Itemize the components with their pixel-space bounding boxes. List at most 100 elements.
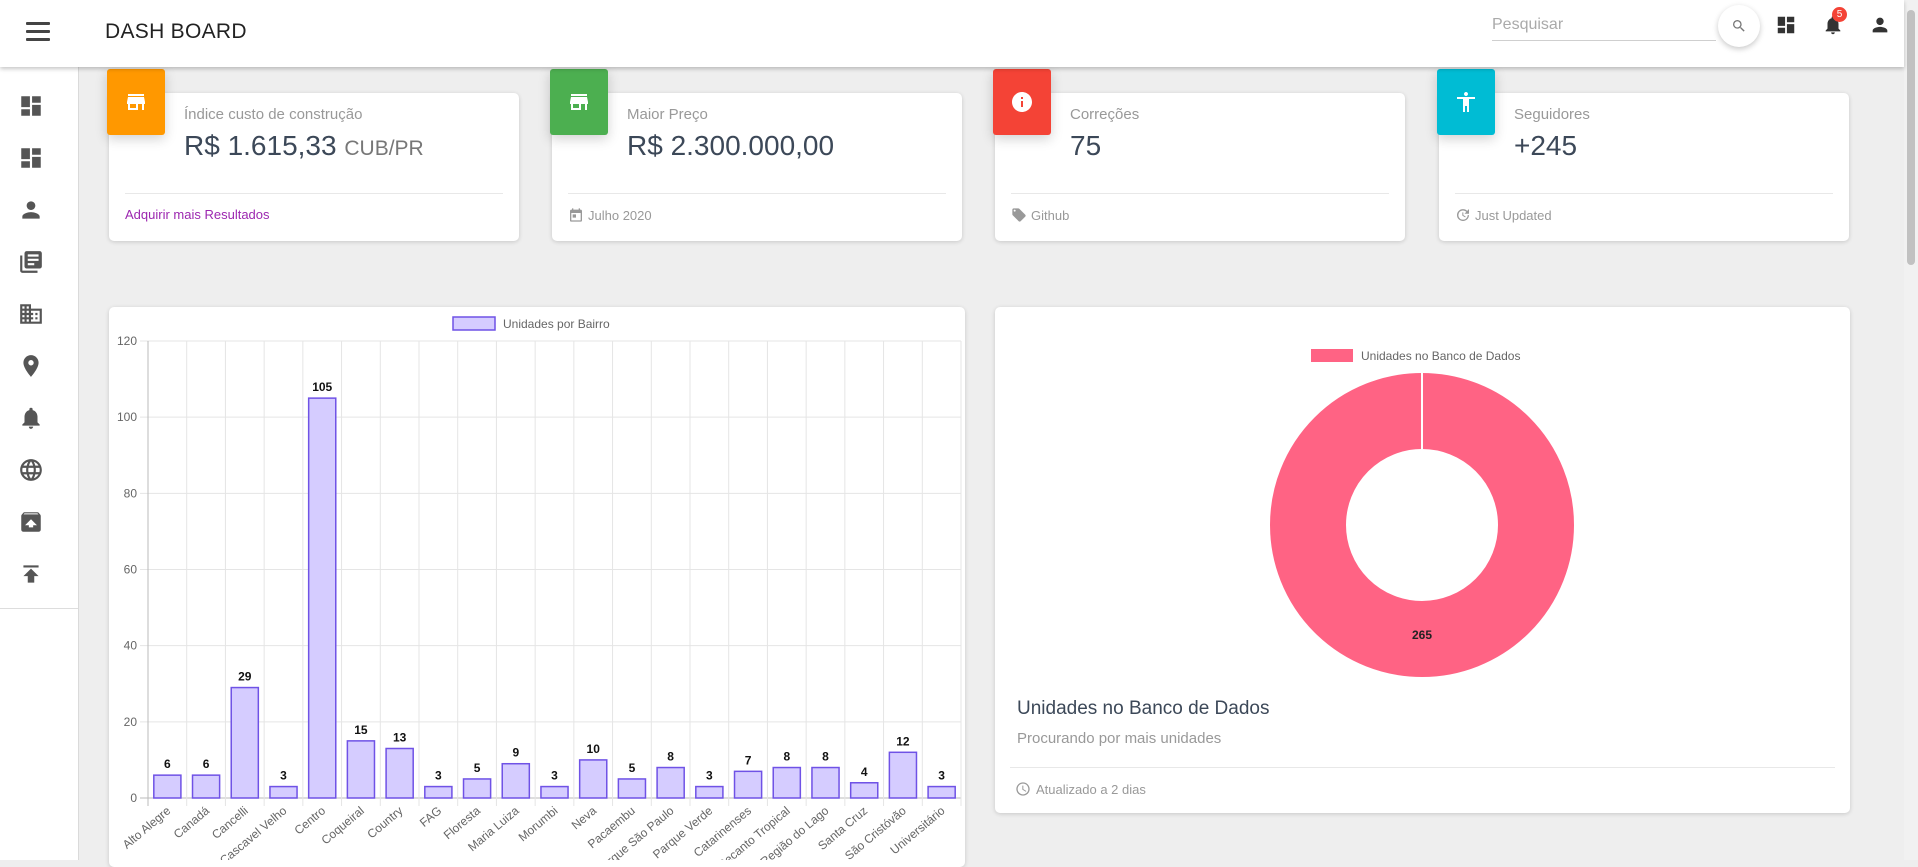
data-label: 12 bbox=[896, 734, 910, 748]
bar[interactable] bbox=[927, 785, 956, 799]
donut-chart: Unidades no Banco de Dados 265 bbox=[1270, 349, 1574, 677]
bar[interactable] bbox=[424, 785, 453, 799]
data-label: 8 bbox=[822, 750, 829, 764]
donut-card-title: Unidades no Banco de Dados bbox=[1017, 698, 1270, 719]
stat-card-followers: Seguidores +245 Just Updated bbox=[1437, 69, 1849, 241]
stat-footer: Julho 2020 bbox=[568, 207, 652, 223]
sidebar-item-language[interactable] bbox=[18, 457, 44, 483]
sidebar-item-library[interactable] bbox=[18, 249, 44, 275]
donut-chart-card: Unidades no Banco de Dados 265 Unidades n… bbox=[995, 307, 1850, 813]
scrollbar-thumb[interactable] bbox=[1907, 10, 1915, 265]
bar[interactable] bbox=[811, 766, 840, 799]
data-label: 29 bbox=[238, 670, 252, 684]
data-label: 3 bbox=[938, 769, 945, 783]
data-label: 5 bbox=[474, 761, 481, 775]
stat-value: R$ 2.300.000,00 bbox=[627, 130, 835, 161]
data-label: 10 bbox=[587, 742, 601, 756]
bar[interactable] bbox=[153, 774, 182, 799]
bar[interactable] bbox=[849, 782, 879, 799]
bar[interactable] bbox=[888, 751, 918, 799]
divider bbox=[1455, 193, 1833, 194]
sidebar-item-dashboard[interactable] bbox=[18, 93, 44, 119]
y-tick-label: 60 bbox=[124, 563, 138, 577]
bar[interactable] bbox=[540, 785, 569, 799]
scrollbar[interactable] bbox=[1904, 0, 1918, 860]
stat-card-construction-index: Índice custo de construção R$ 1.615,33 C… bbox=[107, 69, 519, 241]
stat-label: Maior Preço bbox=[627, 106, 708, 123]
bar[interactable] bbox=[385, 747, 414, 799]
legend-swatch[interactable] bbox=[452, 316, 496, 331]
x-tick-label: Neva bbox=[569, 803, 600, 832]
store-icon bbox=[550, 69, 608, 135]
y-tick-label: 20 bbox=[124, 715, 138, 729]
bar[interactable] bbox=[501, 762, 531, 799]
y-tick-label: 100 bbox=[117, 410, 137, 424]
legend-label[interactable]: Unidades por Bairro bbox=[503, 317, 610, 331]
stat-label: Índice custo de construção bbox=[184, 106, 363, 123]
sidebar-item-notifications[interactable] bbox=[18, 405, 44, 431]
legend-label[interactable]: Unidades no Banco de Dados bbox=[1361, 349, 1520, 363]
sidebar-item-publish[interactable] bbox=[18, 561, 44, 587]
person-icon[interactable] bbox=[1869, 14, 1891, 36]
bar[interactable] bbox=[191, 774, 221, 799]
data-label: 3 bbox=[706, 769, 713, 783]
menu-icon[interactable] bbox=[26, 22, 50, 42]
bar[interactable] bbox=[230, 686, 260, 799]
stat-footer: Github bbox=[1011, 207, 1069, 223]
data-label: 3 bbox=[435, 769, 442, 783]
stat-unit: CUB/PR bbox=[344, 137, 424, 160]
bar[interactable] bbox=[346, 740, 376, 799]
bar[interactable] bbox=[307, 397, 337, 799]
dashboard-icon[interactable] bbox=[1775, 14, 1797, 36]
bar[interactable] bbox=[462, 778, 492, 799]
bar[interactable] bbox=[695, 785, 724, 799]
y-tick-label: 40 bbox=[124, 639, 138, 653]
data-label: 6 bbox=[164, 757, 171, 771]
x-tick-label: Canadá bbox=[171, 803, 212, 841]
calendar-icon bbox=[570, 208, 582, 222]
stat-footer: Just Updated bbox=[1455, 207, 1552, 223]
y-tick-label: 80 bbox=[124, 486, 138, 500]
page-title: DASH BOARD bbox=[105, 20, 247, 43]
sidebar-item-dashboard-2[interactable] bbox=[18, 145, 44, 171]
bar[interactable] bbox=[269, 785, 298, 799]
data-label: 13 bbox=[393, 730, 407, 744]
update-icon bbox=[1457, 209, 1469, 221]
data-label: 15 bbox=[354, 723, 368, 737]
y-tick-label: 120 bbox=[117, 334, 137, 348]
bar[interactable] bbox=[656, 766, 685, 799]
x-tick-label: FAG bbox=[417, 804, 444, 830]
search-input[interactable] bbox=[1492, 10, 1716, 41]
stat-label: Correções bbox=[1070, 106, 1140, 123]
sidebar-item-location[interactable] bbox=[18, 353, 44, 379]
y-tick-label: 0 bbox=[130, 791, 137, 805]
sidebar-item-person[interactable] bbox=[18, 197, 44, 223]
stat-footer: Adquirir mais Resultados bbox=[125, 207, 270, 222]
top-app-bar: DASH BOARD 5 bbox=[0, 0, 1904, 67]
sidebar-item-business[interactable] bbox=[18, 301, 44, 327]
search-button[interactable] bbox=[1718, 5, 1760, 47]
divider bbox=[1011, 193, 1389, 194]
x-tick-label: Morumbi bbox=[516, 804, 561, 845]
stat-label: Seguidores bbox=[1514, 106, 1590, 123]
clock-icon bbox=[1016, 782, 1030, 796]
bar[interactable] bbox=[733, 770, 763, 799]
bar[interactable] bbox=[578, 759, 608, 799]
notification-badge: 5 bbox=[1832, 7, 1847, 22]
store-icon bbox=[107, 69, 165, 135]
data-label: 9 bbox=[512, 746, 519, 760]
bar[interactable] bbox=[617, 778, 647, 799]
stat-footer-text: Julho 2020 bbox=[588, 207, 652, 223]
bar-chart: Unidades por Bairro 0 20 40 60 80 100 120 6 Alto … bbox=[117, 316, 962, 860]
sidebar-item-unarchive[interactable] bbox=[18, 509, 44, 535]
legend-swatch[interactable] bbox=[1311, 349, 1353, 362]
get-more-results-link[interactable]: Adquirir mais Resultados bbox=[125, 207, 270, 222]
data-label: 3 bbox=[551, 769, 558, 783]
stat-value: R$ 1.615,33 CUB/PR bbox=[184, 130, 424, 161]
stat-value: 75 bbox=[1070, 130, 1102, 161]
bar[interactable] bbox=[772, 766, 802, 799]
data-label: 105 bbox=[312, 380, 332, 394]
sidebar-divider bbox=[0, 608, 78, 609]
search-icon bbox=[1733, 20, 1745, 32]
bar-chart-card: Unidades por Bairro 0 20 40 60 80 100 120 6 Alto … bbox=[109, 307, 965, 867]
